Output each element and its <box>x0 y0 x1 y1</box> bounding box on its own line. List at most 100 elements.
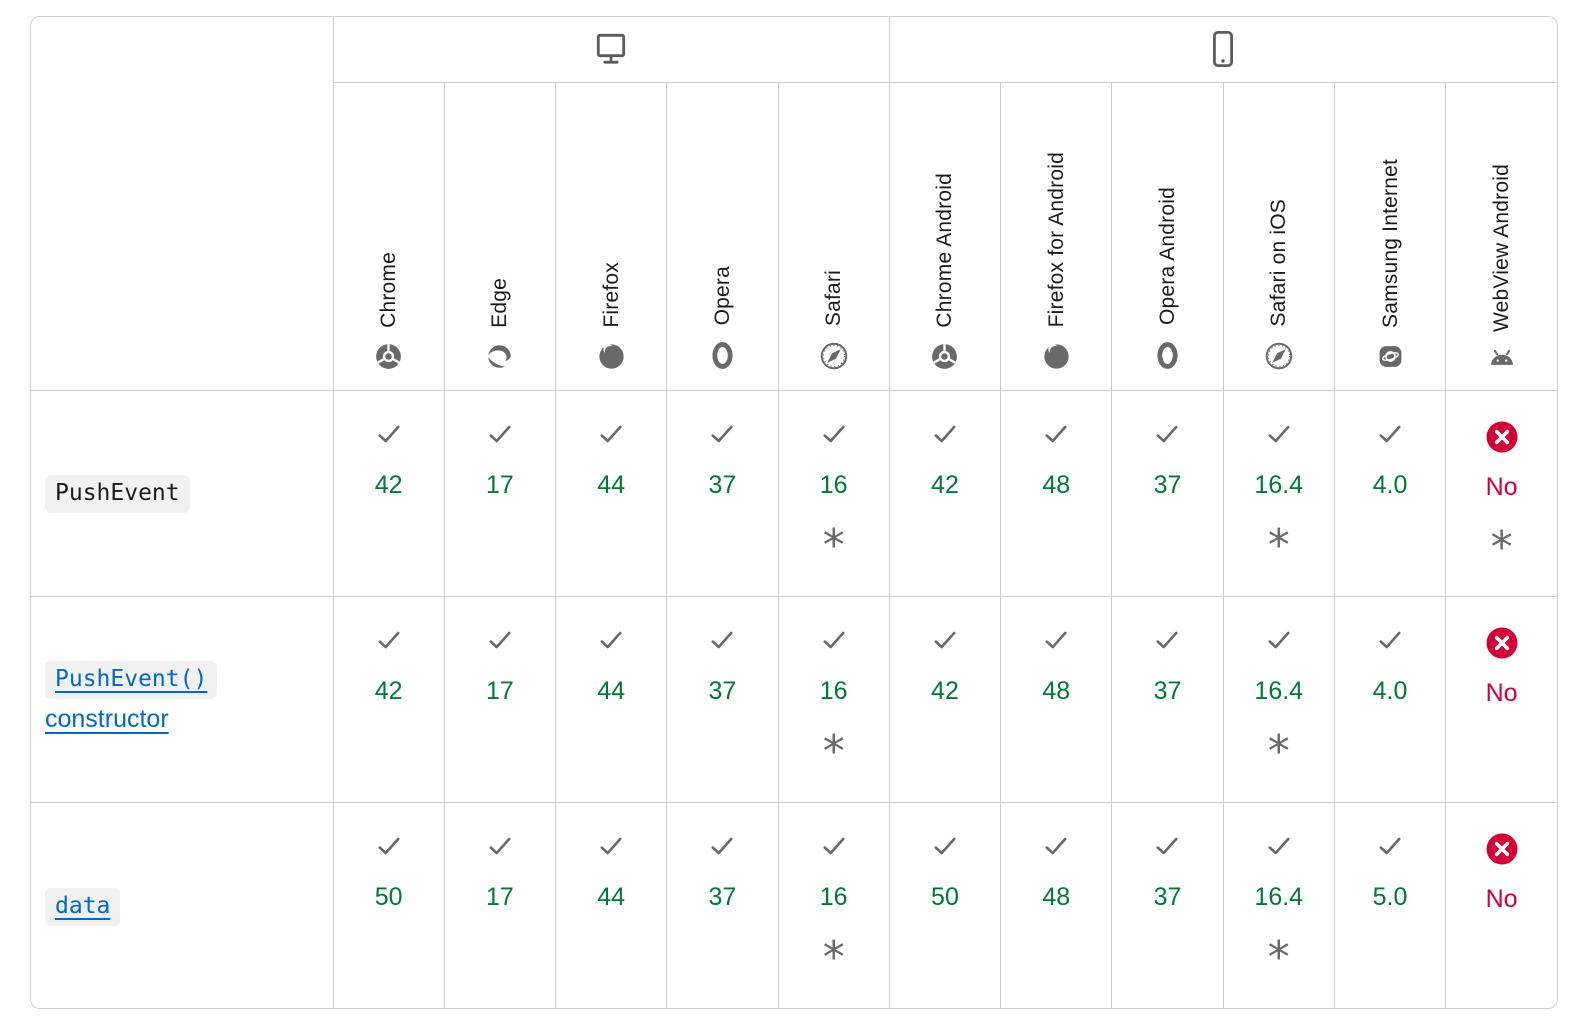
browser-header-firefox: Firefox <box>555 81 668 391</box>
version-number: 48 <box>1042 470 1071 499</box>
table-row: PushEvent() constructor 42 17 44 <box>31 595 1557 803</box>
version-number: 37 <box>1153 470 1182 499</box>
browser-header-safari: Safari <box>777 81 890 391</box>
corner-cell <box>31 17 334 391</box>
browser-name: Safari <box>822 270 846 327</box>
feature-link[interactable]: constructor <box>45 705 169 733</box>
browser-name: Opera Android <box>1155 187 1179 326</box>
support-cell[interactable]: 37 <box>666 389 779 597</box>
firefox-icon <box>598 343 625 370</box>
check-icon <box>598 627 624 653</box>
support-cell[interactable]: 50 <box>332 801 445 1008</box>
browser-name: Samsung Internet <box>1378 158 1402 328</box>
check-icon <box>932 421 958 447</box>
browser-name: Opera <box>710 266 734 326</box>
circle-x-icon <box>1486 833 1518 865</box>
version-number: 16.4 <box>1254 882 1304 911</box>
version-number: 37 <box>708 470 737 499</box>
support-cell[interactable]: 16 * <box>777 389 890 597</box>
footnote-asterisk: * <box>1490 525 1513 560</box>
footnote-asterisk: * <box>822 935 845 970</box>
support-cell[interactable]: 37 <box>1111 389 1224 597</box>
support-cell[interactable]: 44 <box>555 801 668 1008</box>
version-number: 16.4 <box>1254 470 1304 499</box>
footnote-asterisk: * <box>1267 935 1290 970</box>
feature-link[interactable]: data <box>45 887 121 926</box>
safari-icon <box>1265 342 1293 370</box>
check-icon <box>709 421 735 447</box>
check-icon <box>487 627 513 653</box>
check-icon <box>376 627 402 653</box>
version-number: 17 <box>485 676 514 705</box>
check-icon <box>1377 627 1403 653</box>
support-cell[interactable]: 4.0 <box>1333 595 1447 803</box>
support-cell[interactable]: 48 <box>1000 801 1113 1008</box>
browser-name: Safari on iOS <box>1267 199 1291 327</box>
check-icon <box>821 627 847 653</box>
version-number: 37 <box>1153 676 1182 705</box>
support-cell[interactable]: 42 <box>888 595 1002 803</box>
check-icon <box>821 421 847 447</box>
support-cell[interactable]: 48 <box>1000 595 1113 803</box>
version-number: 37 <box>708 882 737 911</box>
version-number: 44 <box>597 470 626 499</box>
version-number: 5.0 <box>1372 882 1408 911</box>
support-cell[interactable]: 16 * <box>777 595 890 803</box>
support-cell[interactable]: 5.0 <box>1333 801 1447 1008</box>
version-number: 42 <box>931 676 959 705</box>
support-cell[interactable]: 17 <box>443 801 557 1008</box>
check-icon <box>709 833 735 859</box>
version-number: 37 <box>1153 882 1182 911</box>
version-number: 48 <box>1042 882 1071 911</box>
support-cell[interactable]: 17 <box>443 595 557 803</box>
support-cell[interactable]: 48 <box>1000 389 1113 597</box>
support-cell[interactable]: 17 <box>443 389 557 597</box>
support-cell[interactable]: 44 <box>555 595 668 803</box>
check-icon <box>709 627 735 653</box>
edge-icon <box>486 343 513 370</box>
support-cell[interactable]: 42 <box>332 389 445 597</box>
support-cell[interactable]: 16 * <box>777 801 890 1008</box>
footnote-asterisk: * <box>1267 729 1290 764</box>
browser-name: Chrome <box>377 251 401 328</box>
support-cell[interactable]: 44 <box>555 389 668 597</box>
check-icon <box>487 833 513 859</box>
support-cell[interactable]: 4.0 <box>1333 389 1447 597</box>
support-cell[interactable]: No * <box>1445 389 1557 597</box>
support-cell[interactable]: 37 <box>666 595 779 803</box>
support-cell[interactable]: No <box>1445 801 1557 1008</box>
check-icon <box>1266 421 1292 447</box>
version-number: 37 <box>708 676 737 705</box>
desktop-group-header <box>332 17 890 83</box>
check-icon <box>598 421 624 447</box>
version-number: 42 <box>374 470 403 499</box>
chrome-icon <box>375 343 402 370</box>
table-row: data 50 17 44 <box>31 801 1557 1008</box>
support-cell[interactable]: 37 <box>1111 801 1224 1008</box>
circle-x-icon <box>1486 421 1518 453</box>
support-cell[interactable]: 16.4 * <box>1222 595 1335 803</box>
support-cell[interactable]: 16.4 * <box>1222 801 1335 1008</box>
browser-name: Chrome Android <box>933 172 957 328</box>
support-cell[interactable]: No <box>1445 595 1557 803</box>
support-cell[interactable]: 50 <box>888 801 1002 1008</box>
check-icon <box>487 421 513 447</box>
browser-header-firefox-android: Firefox for Android <box>1000 81 1113 391</box>
support-cell[interactable]: 16.4 * <box>1222 389 1335 597</box>
feature-cell: PushEvent() constructor <box>31 595 334 803</box>
support-cell[interactable]: 37 <box>666 801 779 1008</box>
version-number: 48 <box>1042 676 1071 705</box>
support-cell[interactable]: 42 <box>332 595 445 803</box>
support-cell[interactable]: 42 <box>888 389 1002 597</box>
version-number: 44 <box>597 882 626 911</box>
version-number: 50 <box>931 882 959 911</box>
browser-header-chrome: Chrome <box>332 81 445 391</box>
check-icon <box>932 627 958 653</box>
check-icon <box>376 833 402 859</box>
feature-link[interactable]: PushEvent() <box>45 660 218 699</box>
firefox-icon <box>1043 343 1070 370</box>
samsung-internet-icon <box>1377 343 1404 370</box>
browser-header-samsung-internet: Samsung Internet <box>1333 81 1447 391</box>
version-number: 16 <box>819 470 848 499</box>
support-cell[interactable]: 37 <box>1111 595 1224 803</box>
